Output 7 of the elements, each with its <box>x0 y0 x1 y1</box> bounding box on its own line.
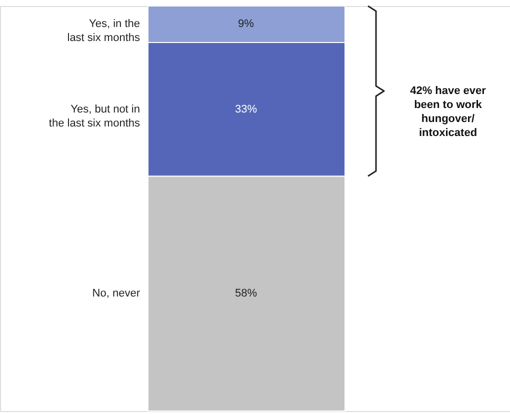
text: 42% have ever been to work hungover/ intoxicated <box>410 85 487 140</box>
series-label: No, never <box>92 288 140 300</box>
data-label: 58% <box>234 288 258 300</box>
data-label: 33% <box>234 103 258 116</box>
series-label: Yes, in the last six months <box>67 18 140 44</box>
data-label: 9% <box>238 18 254 30</box>
series-label: Yes, but not in the last six months <box>48 103 140 130</box>
